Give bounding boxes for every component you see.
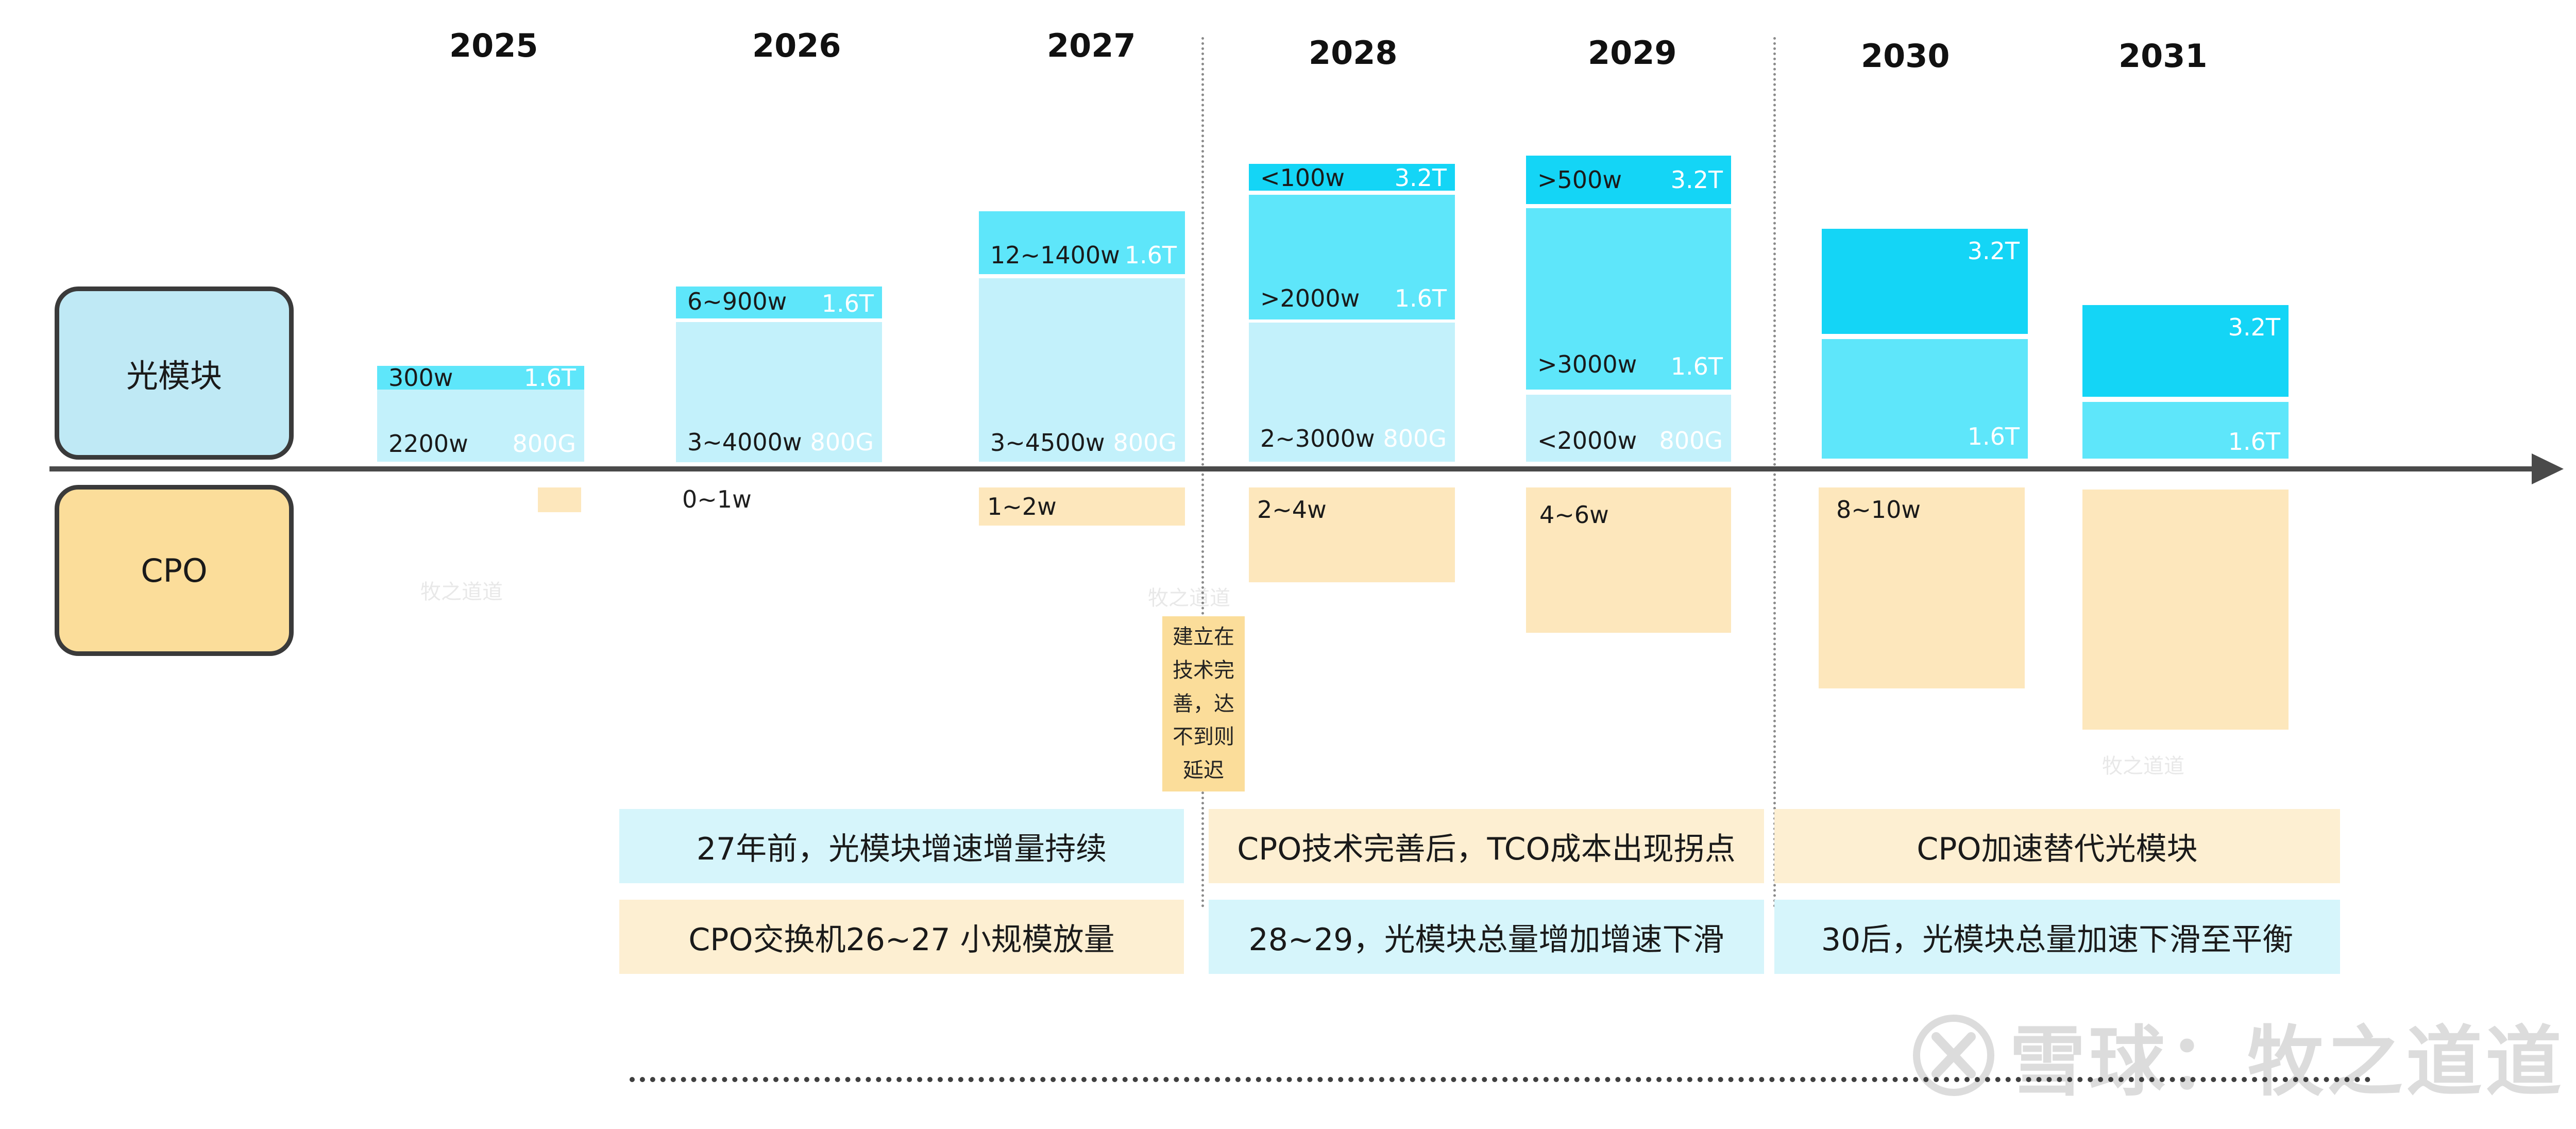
optical-module-row-text: 光模块: [126, 357, 222, 395]
callout-text: 建立在 技术完 善，达 不到则 延迟: [1173, 620, 1234, 787]
cpo-bar: [2082, 490, 2289, 730]
year-label: 2027: [1047, 27, 1136, 64]
bar-tier-label: 3.2T: [2228, 313, 2280, 341]
snowball-logo-icon: [1913, 1014, 1994, 1096]
callout-line: 善，达: [1173, 692, 1234, 716]
cpo-bar: 4~6w: [1526, 487, 1731, 633]
year-label: 2028: [1309, 34, 1398, 72]
bar-tier-label: 1.6T: [1670, 352, 1723, 380]
bar-tier-label: 1.6T: [523, 364, 576, 392]
period-note: CPO加速替代光模块: [1774, 809, 2340, 883]
bar-volume-label: 2~3000w: [1260, 425, 1375, 452]
bar-segment-1-6t: 1.6T: [1822, 339, 2028, 459]
bar-segment-1-6t: 6~900w 1.6T: [676, 287, 882, 318]
bar-volume-label: >3000w: [1537, 350, 1637, 378]
period-note: 27年前，光模块增速增量持续: [619, 809, 1184, 883]
bar-volume-label: <2000w: [1537, 427, 1637, 454]
cpo-row-text: CPO: [141, 551, 208, 589]
bar-tier-label: 1.6T: [821, 290, 874, 317]
cpo-volume-label: 1~2w: [987, 493, 1057, 520]
brand-watermark-text: 雪球：牧之道道: [2009, 1018, 2565, 1106]
bar-volume-label: 300w: [388, 364, 453, 392]
watermark-text: 牧之道道: [1148, 586, 1230, 610]
bar-segment-800g: 3~4000w 800G: [676, 322, 882, 462]
watermark-text: 牧之道道: [2102, 754, 2184, 778]
bar-segment-800g: 2200w 800G: [377, 390, 584, 462]
year-label: 2026: [752, 27, 841, 64]
cpo-row-label: CPO: [55, 485, 294, 656]
watermark-text: 牧之道道: [420, 580, 503, 604]
bar-volume-label: >2000w: [1260, 284, 1360, 312]
bar-volume-label: 12~1400w: [990, 241, 1120, 269]
callout-line: 建立在: [1173, 625, 1234, 649]
bar-tier-label: 1.6T: [1967, 423, 2020, 450]
cpo-volume-label: 0~1w: [682, 485, 752, 513]
cpo-bar: 8~10w: [1819, 487, 2025, 688]
period-note: CPO技术完善后，TCO成本出现拐点: [1209, 809, 1764, 883]
bar-tier-label: 3.2T: [1670, 166, 1723, 194]
period-note: 30后，光模块总量加速下滑至平衡: [1774, 900, 2340, 974]
bar-volume-label: >500w: [1537, 166, 1622, 194]
period-divider: [1773, 37, 1776, 908]
bar-tier-label: 800G: [810, 428, 874, 456]
period-divider: [1201, 37, 1204, 908]
bar-tier-label: 800G: [512, 430, 576, 458]
cpo-volume-label: 2~4w: [1257, 496, 1327, 524]
bar-tier-label: 1.6T: [2228, 428, 2280, 456]
bar-tier-label: 1.6T: [1394, 284, 1447, 312]
cpo-bar: 1~2w: [979, 487, 1185, 526]
bar-segment-800g: 2~3000w 800G: [1249, 323, 1455, 462]
bar-volume-label: 3~4500w: [990, 429, 1105, 457]
bar-segment-3-2t: 3.2T: [1822, 229, 2028, 334]
callout-line: 不到则: [1173, 725, 1234, 749]
year-label: 2029: [1588, 34, 1677, 72]
brand-watermark: 雪球：牧之道道: [1911, 1000, 2565, 1110]
bar-segment-3-2t: <100w 3.2T: [1249, 164, 1455, 191]
bar-segment-1-6t: >3000w 1.6T: [1526, 208, 1731, 390]
bar-tier-label: 1.6T: [1124, 241, 1177, 269]
bar-tier-label: 3.2T: [1394, 164, 1447, 192]
cpo-volume-label: 8~10w: [1836, 496, 1921, 524]
period-note: CPO交换机26~27 小规模放量: [619, 900, 1184, 974]
optical-module-row-label: 光模块: [55, 287, 294, 460]
bar-volume-label: <100w: [1260, 164, 1345, 192]
bar-segment-1-6t: 1.6T: [2082, 402, 2289, 459]
period-note: 28~29，光模块总量增加增速下滑: [1209, 900, 1764, 974]
bottom-dotted-line: [630, 1077, 2371, 1082]
cpo-bar: [538, 487, 581, 512]
callout-line: 技术完: [1173, 658, 1234, 682]
bar-segment-1-6t: 12~1400w 1.6T: [979, 211, 1185, 274]
cpo-volume-label: 4~6w: [1539, 501, 1609, 529]
bar-volume-label: 3~4000w: [687, 428, 802, 456]
bar-tier-label: 800G: [1113, 429, 1177, 457]
bar-segment-800g: 3~4500w 800G: [979, 278, 1185, 462]
bar-segment-1-6t: 300w 1.6T: [377, 366, 584, 390]
bar-tier-label: 800G: [1659, 427, 1723, 454]
year-label: 2031: [2119, 37, 2208, 75]
year-label: 2030: [1861, 37, 1950, 75]
cpo-bar: 2~4w: [1249, 487, 1455, 582]
bar-segment-3-2t: >500w 3.2T: [1526, 156, 1731, 204]
bar-volume-label: 6~900w: [687, 288, 787, 315]
year-label: 2025: [449, 27, 538, 64]
bar-tier-label: 3.2T: [1967, 237, 2020, 265]
time-axis-arrow: [49, 453, 2564, 484]
callout-line: 延迟: [1183, 759, 1224, 783]
bar-tier-label: 800G: [1383, 425, 1447, 452]
bar-segment-800g: <2000w 800G: [1526, 395, 1731, 462]
bar-volume-label: 2200w: [388, 430, 468, 458]
bar-segment-1-6t: >2000w 1.6T: [1249, 195, 1455, 319]
delay-condition-callout: 建立在 技术完 善，达 不到则 延迟: [1162, 616, 1245, 791]
bar-segment-3-2t: 3.2T: [2082, 305, 2289, 397]
